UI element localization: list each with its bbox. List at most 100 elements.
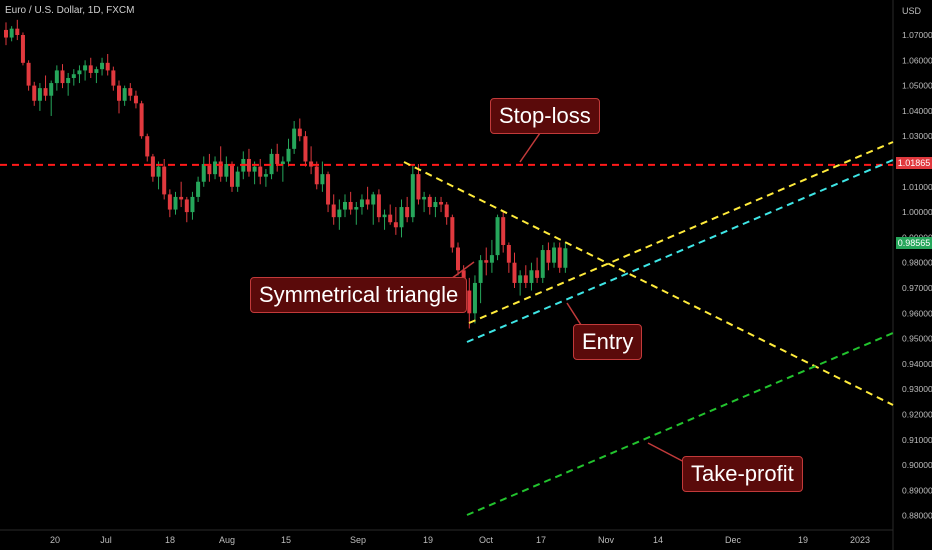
- candle: [258, 158, 263, 185]
- price-tick-label: 0.93000: [902, 384, 932, 394]
- candle-body: [145, 136, 150, 157]
- candle: [54, 65, 59, 91]
- time-tick-label: Nov: [598, 535, 615, 545]
- candle-body: [280, 161, 285, 165]
- candle-body: [184, 199, 189, 213]
- candle: [297, 118, 302, 142]
- entry-label: Entry: [573, 324, 643, 360]
- candle: [49, 80, 54, 116]
- candle: [427, 194, 432, 215]
- candle-body: [297, 128, 302, 137]
- candle: [224, 156, 229, 182]
- price-tick-label: 1.07000: [902, 30, 932, 40]
- candle: [156, 161, 161, 190]
- price-axis-currency: USD: [902, 6, 922, 16]
- candle: [388, 204, 393, 225]
- take-profit-line: [466, 332, 894, 516]
- candle-body: [382, 214, 387, 218]
- candle: [410, 164, 415, 223]
- candle-body: [444, 204, 449, 218]
- time-tick-label: Jul: [100, 535, 112, 545]
- candle: [280, 156, 285, 182]
- price-tick-label: 0.98000: [902, 258, 932, 268]
- price-tick-label: 1.04000: [902, 106, 932, 116]
- price-tick-label: 1.00000: [902, 207, 932, 217]
- candle-body: [122, 88, 127, 101]
- candle: [201, 156, 206, 187]
- candle: [489, 239, 494, 273]
- candle: [60, 64, 65, 89]
- candle-body: [66, 78, 71, 84]
- candle: [66, 72, 71, 96]
- candle-body: [167, 194, 172, 210]
- candle-body: [331, 204, 336, 218]
- candle-body: [405, 207, 410, 218]
- price-tick-label: 1.01000: [902, 182, 932, 192]
- candle: [133, 90, 138, 109]
- candle: [207, 153, 212, 182]
- candle-body: [235, 171, 240, 187]
- candle-body: [54, 70, 59, 84]
- candle: [472, 275, 477, 324]
- candle-body: [15, 28, 20, 35]
- candle-body: [467, 290, 472, 314]
- candle-body: [337, 209, 342, 218]
- candle: [111, 66, 116, 91]
- candle: [71, 69, 76, 86]
- candle-body: [49, 83, 54, 96]
- candle: [37, 83, 42, 111]
- candle-body: [433, 201, 438, 208]
- candle: [512, 252, 517, 288]
- candle-body: [133, 95, 138, 104]
- candle-body: [77, 70, 82, 75]
- candle: [365, 186, 370, 210]
- candle: [83, 60, 88, 81]
- candle-body: [71, 74, 76, 79]
- price-tick-label: 0.90000: [902, 460, 932, 470]
- candle-body: [139, 103, 144, 137]
- candle-body: [275, 153, 280, 165]
- symbol-title: Euro / U.S. Dollar, 1D, FXCM: [5, 5, 135, 16]
- candle-body: [371, 194, 376, 205]
- candle-body: [478, 260, 483, 283]
- candle: [422, 191, 427, 213]
- candle: [501, 212, 506, 253]
- price-tick-label: 0.88000: [902, 511, 932, 521]
- candle-body: [359, 199, 364, 208]
- candle: [32, 81, 37, 106]
- candle-body: [128, 88, 133, 96]
- candle-body: [416, 174, 421, 200]
- time-tick-label: 14: [653, 535, 663, 545]
- candle: [371, 191, 376, 225]
- candle: [348, 191, 353, 215]
- candle-body: [196, 181, 201, 197]
- candle: [354, 201, 359, 225]
- candle-body: [94, 69, 99, 73]
- candle-body: [546, 250, 551, 263]
- candle: [235, 166, 240, 192]
- candle: [326, 171, 331, 213]
- candle-body: [348, 201, 353, 210]
- candle: [557, 242, 562, 273]
- candle-body: [246, 158, 251, 172]
- time-tick-label: Aug: [219, 535, 235, 545]
- candle: [9, 26, 14, 42]
- candle: [405, 196, 410, 223]
- candle-body: [179, 196, 184, 200]
- candle-body: [207, 164, 212, 175]
- candle-body: [540, 250, 545, 278]
- candle-body: [518, 275, 523, 283]
- candle-body: [83, 65, 88, 71]
- price-tick-label: 1.06000: [902, 55, 932, 65]
- candle-body: [512, 262, 517, 283]
- candle: [529, 262, 534, 291]
- candle-body: [218, 161, 223, 177]
- candle: [162, 158, 167, 200]
- candle-body: [156, 166, 161, 177]
- candle: [4, 22, 8, 46]
- candle: [382, 209, 387, 230]
- time-tick-label: 19: [798, 535, 808, 545]
- time-tick-label: Sep: [350, 535, 366, 545]
- candle: [100, 57, 105, 76]
